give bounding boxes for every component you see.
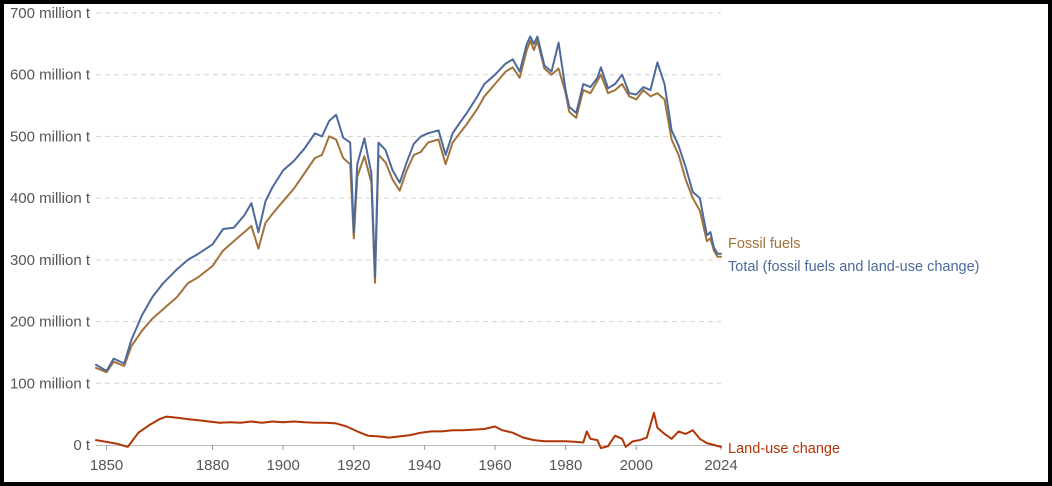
x-tick-label: 1940 [408,457,441,474]
series-label-fossil-fuels: Fossil fuels [728,236,801,252]
x-tick-label: 1900 [266,457,299,474]
y-tick-label: 600 million t [10,67,91,84]
x-tick-label: 2024 [704,457,737,474]
gridlines [96,12,721,384]
y-tick-label: 100 million t [10,375,91,392]
x-tick-label: 1980 [549,457,582,474]
line-chart: 0 t 100 million t 200 million t 300 million… [10,5,980,474]
x-tick-label: 1850 [90,457,123,474]
x-tick-label: 1920 [337,457,370,474]
y-axis-tick-labels: 0 t 100 million t 200 million t 300 million… [10,5,91,454]
y-tick-label: 400 million t [10,190,91,207]
x-tick-label: 1960 [478,457,511,474]
y-tick-label: 300 million t [10,252,91,269]
y-tick-label: 0 t [73,437,91,454]
y-tick-label: 500 million t [10,128,91,145]
x-axis: 1850 1880 1900 1920 1940 1960 1980 2000 2024 [90,445,738,474]
series-lines [95,35,722,450]
series-label-total: Total (fossil fuels and land-use change) [728,259,979,275]
series-line-landuse [95,411,722,450]
series-line-total [95,35,722,372]
y-tick-label: 700 million t [10,5,91,22]
y-tick-label: 200 million t [10,314,91,331]
series-label-land-use-change: Land-use change [728,441,840,457]
x-tick-label: 1880 [196,457,229,474]
series-labels: Fossil fuels Total (fossil fuels and lan… [728,236,979,457]
x-tick-label: 2000 [620,457,653,474]
series-line-fossil [95,39,722,374]
chart-panel: 0 t 100 million t 200 million t 300 million… [4,4,1048,482]
